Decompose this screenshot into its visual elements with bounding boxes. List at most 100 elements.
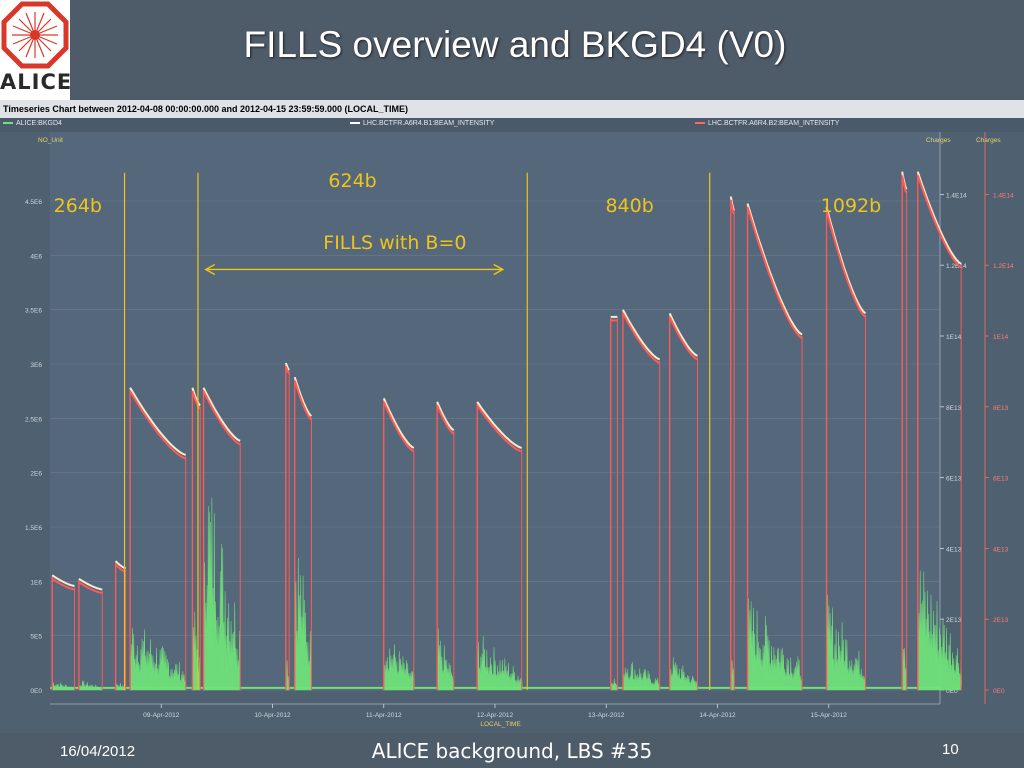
x-axis-label: LOCAL_TIME [480,721,521,728]
bkgd4-fill-13 [669,657,699,691]
bkgd4-fill-12 [622,654,660,691]
legend-item-b1[interactable]: LHC.BCTFR.A6R4.B1:BEAM_INTENSITY [350,120,494,127]
y-left-tick-label: 2E6 [30,471,42,478]
y-right-tick-label: 0E0 [946,688,958,695]
b1-intensity-4 [191,387,201,407]
y-right2-tick-label: 0E0 [993,688,1005,695]
y-left-tick-label: 2.5E6 [25,416,42,423]
b1-intensity-3 [129,387,187,456]
b2-intensity-0 [51,577,75,591]
x-tick-label: 15-Apr-2012 [811,712,848,719]
y-left-tick-label: 3E6 [30,362,42,369]
bkgd4-fill-5 [203,456,241,691]
timeseries-plot[interactable]: 0E0 5E5 1E6 1.5E6 2E6 2.5E6 3E6 3.5E6 4E6 4.5E6 NO… [0,100,1024,733]
bkgd4-fill-9 [436,628,455,691]
legend-label-b1: LHC.BCTFR.A6R4.B1:BEAM_INTENSITY [363,120,495,127]
y-right2-tick-label: 1E14 [993,334,1009,341]
y-right-tick-label: 1.2E14 [946,263,967,270]
annotation-label-2: FILLS with B=0 [323,232,466,254]
y-right2-tick-label: 1.4E14 [993,192,1014,199]
alice-logo: ALICE [0,0,73,100]
y-right2-tick-label: 2E13 [993,617,1009,624]
bkgd4-fill-1 [78,680,103,691]
y-right2-axis-label: Charges [976,137,1001,144]
b1-intensity-10 [476,401,523,449]
y-left-tick-label: 5E5 [30,634,42,641]
b2-intensity-2 [114,563,126,573]
b2-intensity-6 [284,366,290,375]
bkgd4-fill-18 [917,570,962,691]
annotation-label-4: 1092b [821,195,881,217]
alice-logo-icon [1,1,69,69]
slide-footer: 16/04/2012 ALICE background, LBS #35 10 [0,733,1024,768]
legend-swatch-bkgd4 [3,122,13,125]
y-left-axis-label: NO_Unit [38,137,63,144]
y-right2-tick-label: 6E13 [993,476,1009,483]
annotation-label-0: 264b [54,195,102,217]
y-right2-tick-label: 4E13 [993,546,1009,553]
b2-intensity-14 [729,199,735,215]
y-left-tick-label: 3.5E6 [25,308,42,315]
b2-intensity-15 [746,206,803,339]
y-right-tick-label: 2E13 [946,617,962,624]
slide-title: FILLS overview and BKGD4 (V0) [243,24,787,65]
logo-text: ALICE [0,70,73,94]
b1-intensity-7 [293,376,312,417]
y-right-axis-label: Charges [926,137,951,144]
bkgd4-fill-10 [476,634,523,691]
y-right-tick-label: 8E13 [946,405,962,412]
b1-intensity-18 [916,171,962,265]
b2-intensity-13 [668,316,698,361]
legend-swatch-b2 [695,122,705,125]
b2-intensity-5 [202,390,241,446]
legend-item-bkgd4[interactable]: ALICE:BKGD4 [3,120,62,127]
b2-intensity-12 [622,312,661,364]
legend-item-b2[interactable]: LHC.BCTFR.A6R4.B2:BEAM_INTENSITY [695,120,839,127]
b2-intensity-7 [293,380,312,421]
bkgd4-fill-0 [51,682,75,691]
y-left-tick-label: 4.5E6 [25,199,42,206]
b1-intensity-2 [114,560,126,570]
bkgd4-fill-3 [129,627,187,691]
b2-intensity-8 [382,401,415,453]
x-tick-label: 09-Apr-2012 [143,712,180,719]
x-tick-label: 12-Apr-2012 [477,712,514,719]
legend-label-b2: LHC.BCTFR.A6R4.B2:BEAM_INTENSITY [708,120,840,127]
b2-intensity-16 [825,210,867,318]
bkgd4-fill-8 [383,644,415,691]
b2-intensity-3 [129,390,187,460]
chart-legend: ALICE:BKGD4 LHC.BCTFR.A6R4.B1:BEAM_INTEN… [0,118,1024,132]
y-right-tick-label: 1.4E14 [946,192,967,199]
y-right2-tick-label: 8E13 [993,405,1009,412]
x-tick-label: 14-Apr-2012 [699,712,736,719]
y-left-tick-label: 1E6 [30,579,42,586]
annotation-label-3: 840b [605,195,653,217]
b1-intensity-8 [382,397,415,449]
footer-date: 16/04/2012 [60,743,136,760]
slide-header [0,0,1024,100]
y-left-tick-label: 4E6 [30,253,42,260]
b1-intensity-6 [284,362,290,371]
plot-area [50,132,940,690]
x-tick-label: 11-Apr-2012 [366,712,402,719]
b2-intensity-9 [436,404,455,435]
b1-intensity-12 [622,309,661,361]
b2-intensity-1 [78,581,103,594]
b1-intensity-5 [202,387,241,442]
b2-intensity-4 [191,390,201,410]
b1-intensity-0 [51,574,75,587]
b2-intensity-17 [901,175,908,194]
bkgd4-fill-7 [294,557,312,691]
footer-title: ALICE background, LBS #35 [371,739,653,763]
y-left-tick-label: 0E0 [30,688,42,695]
b1-intensity-1 [78,577,103,591]
bkgd4-fill-15 [747,598,803,691]
b1-intensity-13 [668,312,698,357]
x-tick-label: 13-Apr-2012 [588,712,625,719]
legend-swatch-b1 [350,122,360,125]
annotation-label-1: 624b [328,170,376,192]
b1-intensity-15 [746,203,803,336]
b2-intensity-10 [476,404,523,453]
y-right-tick-label: 6E13 [946,476,962,483]
legend-label-bkgd4: ALICE:BKGD4 [16,120,62,127]
